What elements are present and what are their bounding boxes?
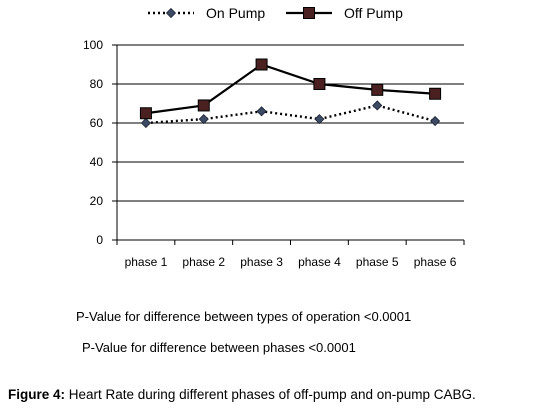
p-value-phases-note: P-Value for difference between phases <0… (82, 340, 356, 355)
series-line-on-pump (145, 104, 436, 125)
x-tick-label: phase 5 (356, 255, 399, 269)
x-tick-labels: phase 1 phase 2 phase 3 phase 4 phase 5 phase… (125, 255, 457, 269)
y-tick-label: 20 (90, 194, 104, 208)
y-tick-label: 0 (96, 233, 103, 247)
data-point (139, 107, 152, 120)
legend: On Pump Off Pump (148, 5, 403, 21)
data-point (371, 83, 384, 96)
x-tick-label: phase 6 (414, 255, 457, 269)
data-point (256, 106, 267, 117)
data-point (314, 114, 325, 125)
y-tick-label: 40 (90, 155, 104, 169)
data-point (313, 78, 326, 90)
data-point (372, 100, 383, 111)
figure-caption: Figure 4: Heart Rate during different ph… (8, 387, 476, 402)
grid-lines (117, 44, 464, 202)
data-point (430, 115, 441, 127)
y-tick-label: 100 (83, 38, 103, 52)
x-tick-label: phase 4 (298, 255, 341, 269)
data-point (429, 87, 442, 100)
x-tick-label: phase 3 (240, 255, 283, 269)
y-tick-label: 80 (90, 77, 104, 91)
legend-marker (303, 7, 315, 19)
axes (112, 44, 465, 245)
legend-label: Off Pump (344, 5, 403, 21)
series-line-off-pump (145, 63, 436, 115)
x-tick-label: phase 1 (125, 255, 168, 269)
y-tick-labels: 0 20 40 60 80 100 (83, 38, 103, 247)
figure-label: Figure 4: (8, 387, 66, 402)
x-tick-label: phase 2 (182, 255, 225, 269)
data-point (197, 99, 210, 112)
legend-label: On Pump (206, 5, 265, 21)
data-point (198, 114, 209, 125)
data-point (255, 58, 268, 71)
p-value-operation-note: P-Value for difference between types of … (76, 309, 412, 324)
figure-caption-text: Heart Rate during different phases of of… (65, 387, 476, 402)
data-point (140, 117, 151, 129)
legend-marker (165, 7, 177, 19)
y-tick-label: 60 (90, 116, 104, 130)
series-group (139, 58, 442, 129)
